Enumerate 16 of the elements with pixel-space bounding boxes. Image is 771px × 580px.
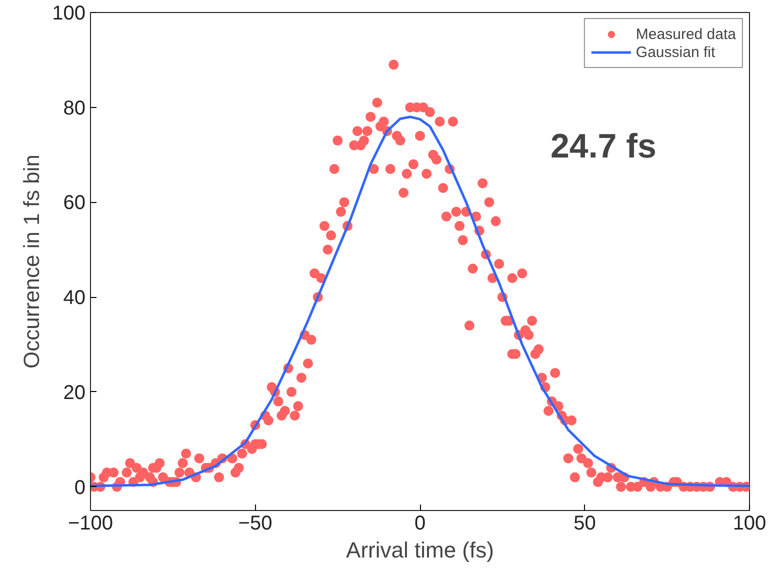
y-tick-label: 60 bbox=[63, 192, 86, 214]
annotation: 24.7 fs bbox=[550, 128, 656, 166]
y-tick-label: 40 bbox=[63, 287, 86, 310]
legend-label: Gaussian fit bbox=[636, 43, 716, 61]
x-axis-title: Arrival time (fs) bbox=[346, 538, 494, 562]
x-tick-label: 50 bbox=[574, 512, 596, 534]
y-tick-label: 20 bbox=[63, 382, 86, 404]
x-tick-label: 0 bbox=[414, 512, 426, 534]
y-tick-label: 100 bbox=[52, 2, 86, 24]
y-tick-label: 0 bbox=[74, 476, 86, 499]
x-tick-label: 100 bbox=[732, 512, 766, 534]
y-tick-label: 80 bbox=[63, 97, 86, 120]
x-tick-label: −100 bbox=[68, 512, 114, 534]
x-tick-label: −50 bbox=[238, 512, 272, 534]
legend-label: Measured data bbox=[636, 25, 736, 43]
y-axis-title: Occurrence in 1 fs bin bbox=[19, 154, 44, 368]
